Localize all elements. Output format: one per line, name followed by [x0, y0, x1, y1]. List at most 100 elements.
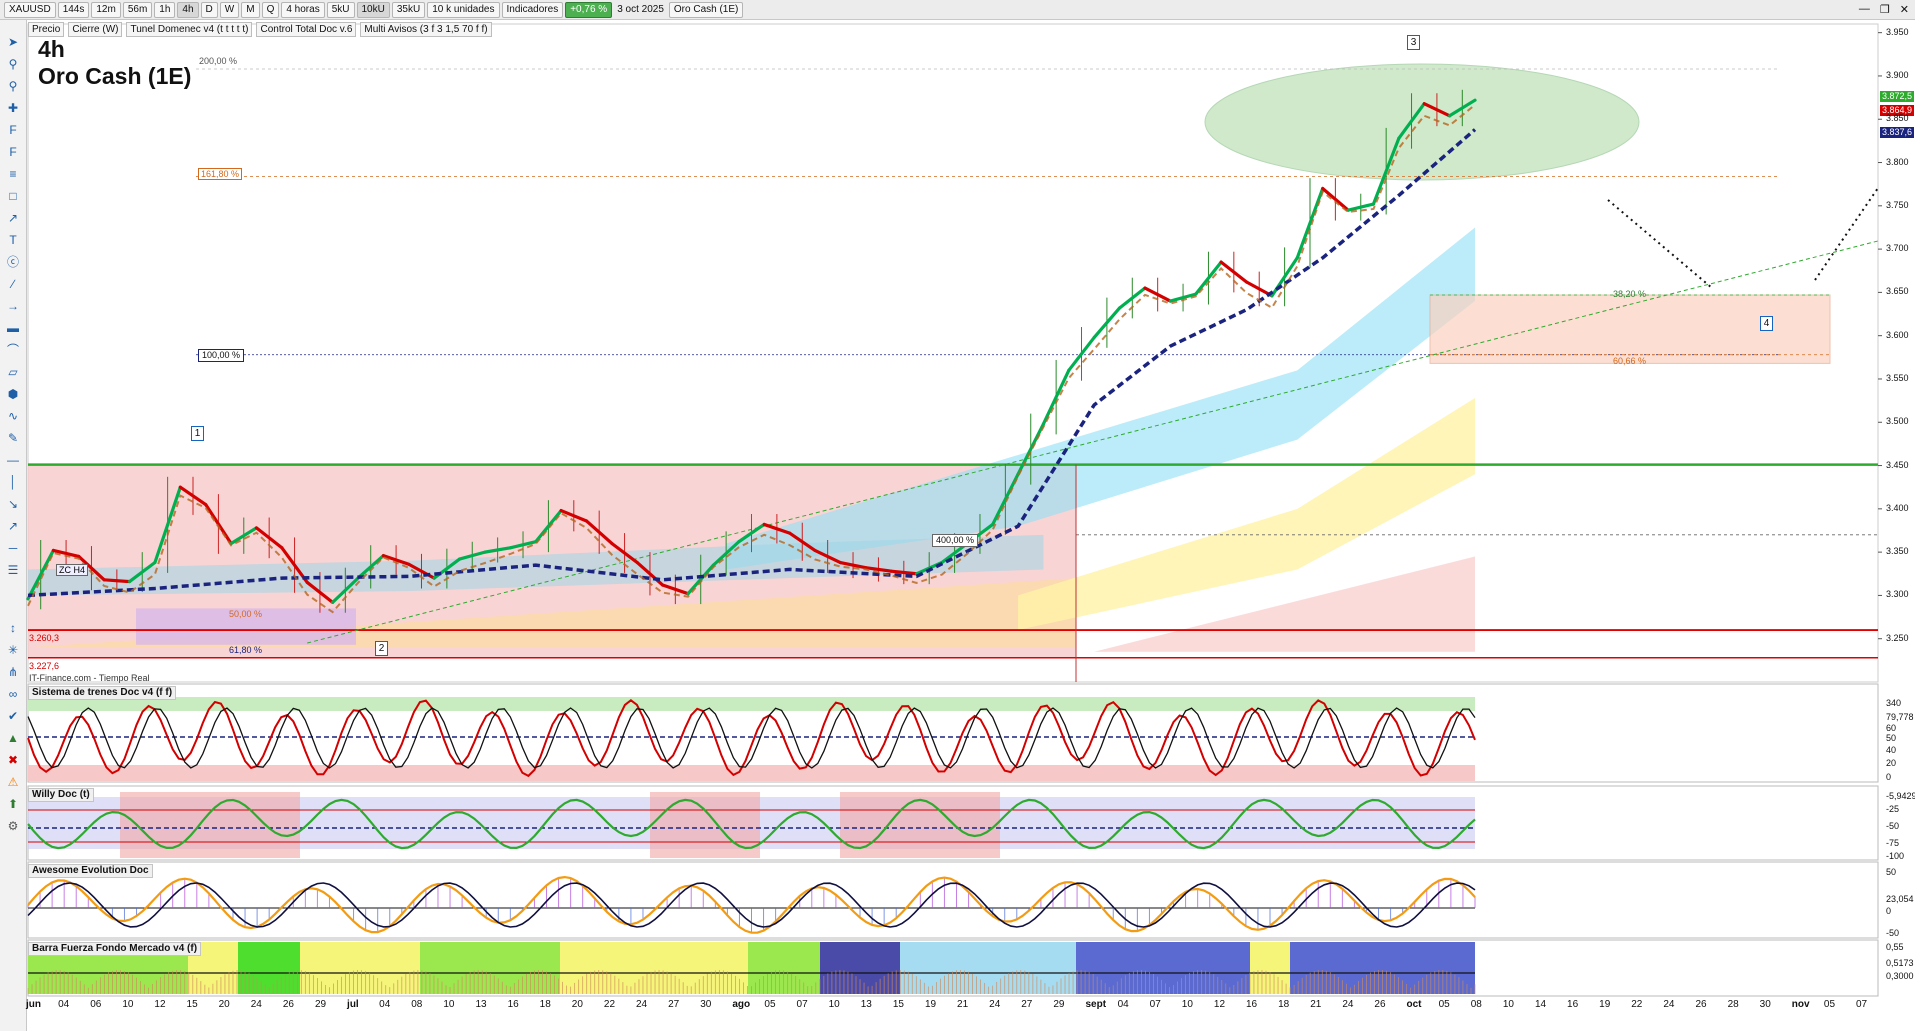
- ray-icon[interactable]: →: [7, 299, 19, 313]
- barra-segment-5: [560, 942, 748, 994]
- period-dropdown[interactable]: 4 horas: [281, 1, 325, 18]
- legend-item-tunel[interactable]: Tunel Domenec v4 (t t t t t): [126, 22, 253, 37]
- trend-icon[interactable]: ↗: [7, 519, 19, 533]
- channel-icon[interactable]: ≡: [9, 167, 17, 181]
- x-tick-label: 24: [1663, 999, 1675, 1010]
- interval-56m[interactable]: 56m: [122, 1, 153, 18]
- interval-12m[interactable]: 12m: [91, 1, 121, 18]
- x-tick-label: 26: [1695, 999, 1707, 1010]
- up-arrow-icon[interactable]: ⬆: [7, 797, 19, 811]
- restore-icon[interactable]: ❐: [1879, 4, 1890, 16]
- yellow-tunnel: [1018, 398, 1475, 631]
- barra-scale-0: 0,55: [1886, 942, 1904, 952]
- label-icon[interactable]: ⓒ: [6, 255, 19, 269]
- delete-icon[interactable]: ✖: [7, 753, 19, 767]
- arrow-icon[interactable]: ↘: [7, 497, 19, 511]
- x-tick-label: sept: [1085, 999, 1107, 1010]
- line-icon[interactable]: ∕: [11, 277, 14, 291]
- interval-q[interactable]: Q: [261, 1, 280, 18]
- magnifier-icon[interactable]: ⚲: [8, 79, 18, 93]
- y-tick-label: 3.650: [1886, 286, 1909, 297]
- close-icon[interactable]: ✕: [1899, 4, 1909, 16]
- pitchfork-icon[interactable]: ⋔: [7, 665, 19, 679]
- x-tick-label: 16: [1567, 999, 1579, 1010]
- x-tick-label: 10: [828, 999, 840, 1010]
- pencil-icon[interactable]: ✎: [7, 431, 19, 445]
- interval-4h[interactable]: 4h: [177, 1, 199, 18]
- zoom-icon[interactable]: ⚲: [8, 57, 18, 71]
- close-weekly-series: [27, 128, 1477, 598]
- willy-scale-0: -5,9429: [1886, 791, 1915, 801]
- price-series-segment: [1092, 306, 1122, 340]
- price-series-segment: [178, 485, 208, 507]
- top-toolbar: XAUUSD 144s 12m 56m 1h 4h D W M Q 4 hora…: [0, 0, 1915, 20]
- parallelogram-icon[interactable]: ▱: [8, 365, 18, 379]
- interval-m[interactable]: M: [241, 1, 260, 18]
- price-series-segment: [1041, 368, 1071, 426]
- alert-icon[interactable]: ⚠: [7, 775, 19, 789]
- willy-scale-2: -50: [1886, 821, 1900, 831]
- minimize-icon[interactable]: —: [1858, 3, 1870, 15]
- cycle-icon[interactable]: ∞: [8, 687, 18, 701]
- text-icon[interactable]: T: [9, 233, 17, 247]
- y-tick-label: 3.550: [1886, 372, 1909, 383]
- price-series-segment: [1143, 286, 1172, 303]
- x-tick-label: 13: [860, 999, 872, 1010]
- x-tick-label: 18: [539, 999, 551, 1010]
- interval-d[interactable]: D: [200, 1, 218, 18]
- legend-item-price[interactable]: Precio: [28, 22, 65, 37]
- panel-title-awesome[interactable]: Awesome Evolution Doc: [28, 864, 153, 878]
- trenes-scale-4: 40: [1886, 745, 1897, 755]
- arc-icon[interactable]: ⌒: [6, 343, 19, 357]
- price-series-segment: [584, 519, 614, 546]
- vol-35ku[interactable]: 35kU: [391, 1, 426, 18]
- chart-name[interactable]: Oro Cash (1E): [668, 1, 744, 18]
- price-series-segment: [457, 550, 487, 561]
- x-tick-label: 07: [796, 999, 808, 1010]
- price-series-segment: [737, 522, 766, 544]
- dash-icon[interactable]: ─: [8, 541, 18, 555]
- awesome-panel[interactable]: [27, 861, 1879, 939]
- vol-5ku[interactable]: 5kU: [326, 1, 355, 18]
- symbol-selector[interactable]: XAUUSD: [4, 1, 56, 18]
- fib-icon[interactable]: F: [9, 123, 17, 137]
- measure-icon[interactable]: ↕: [10, 621, 16, 635]
- x-tick-label: 14: [1534, 999, 1547, 1010]
- rectangle-icon[interactable]: □: [9, 189, 17, 203]
- gann-icon[interactable]: ✳: [7, 643, 19, 657]
- panel-title-willy[interactable]: Willy Doc (t): [28, 788, 94, 802]
- crosshair-icon[interactable]: ✚: [7, 101, 19, 115]
- price-series-segment: [26, 548, 55, 601]
- x-tick-label: 26: [282, 999, 294, 1010]
- shape-icon[interactable]: ⬢: [7, 387, 19, 401]
- thumb-up-icon[interactable]: ▲: [7, 731, 19, 745]
- check-icon[interactable]: ✔: [7, 709, 19, 723]
- y-tick-label: 3.400: [1886, 502, 1909, 513]
- drawing-toolbar: ➤ ⚲ ⚲ ✚ F F ≡ □ ↗ T ⓒ ∕ → ▬ ⌒ ▱ ⬢ ∿ ✎ — …: [0, 20, 27, 1031]
- hline-icon[interactable]: —: [7, 453, 19, 467]
- price-series-segment: [508, 540, 538, 550]
- interval-w[interactable]: W: [219, 1, 240, 18]
- vline-icon[interactable]: │: [9, 475, 17, 489]
- settings-icon[interactable]: ⚙: [7, 819, 19, 833]
- legend-item-close[interactable]: Cierre (W): [68, 22, 123, 37]
- indicators-button[interactable]: Indicadores: [501, 1, 564, 18]
- vol-10ku[interactable]: 10kU: [356, 1, 390, 18]
- price-low2-label: 3.227,6: [29, 661, 60, 671]
- price-series-segment: [254, 526, 284, 550]
- price-series-segment: [559, 508, 589, 523]
- legend-item-control[interactable]: Control Total Doc v.6: [256, 22, 357, 37]
- legend-item-avisos[interactable]: Multi Avisos (3 f 3 1,5 70 f f): [360, 22, 492, 37]
- ruler-icon[interactable]: ▬: [7, 321, 19, 335]
- interval-1h[interactable]: 1h: [154, 1, 176, 18]
- fib-levels-icon[interactable]: F: [9, 145, 17, 159]
- units-dropdown[interactable]: 10 k unidades: [427, 1, 500, 18]
- trendline-icon[interactable]: ↗: [7, 211, 19, 225]
- panel-title-barra[interactable]: Barra Fuerza Fondo Mercado v4 (f): [28, 942, 202, 956]
- pointer-icon[interactable]: ➤: [7, 35, 19, 49]
- levels-icon[interactable]: ☰: [7, 563, 19, 577]
- wave-icon[interactable]: ∿: [7, 409, 19, 423]
- panel-title-trenes[interactable]: Sistema de trenes Doc v4 (f f): [28, 686, 177, 700]
- interval-144s[interactable]: 144s: [57, 1, 90, 18]
